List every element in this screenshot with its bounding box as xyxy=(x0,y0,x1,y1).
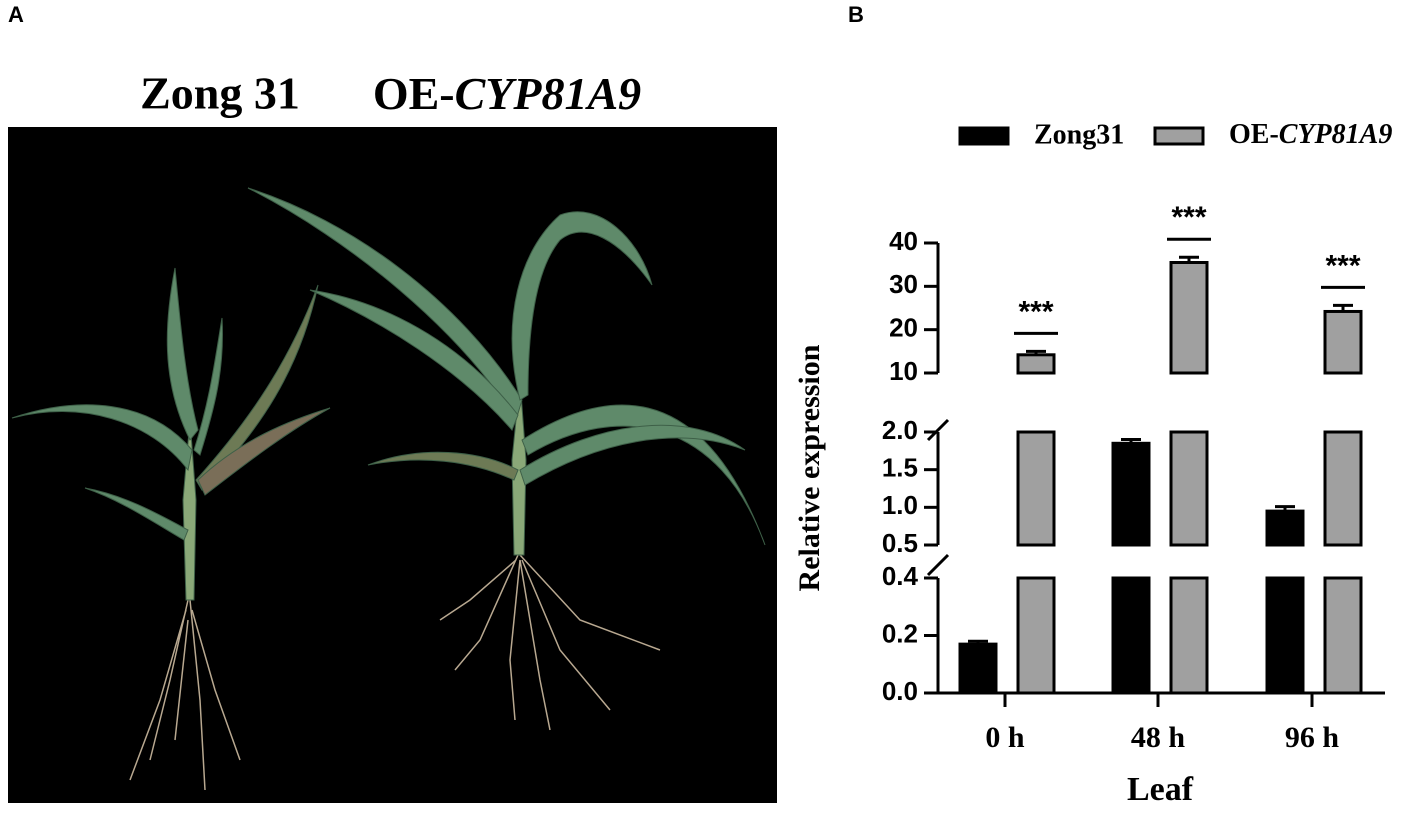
x-tick-label: 0 h xyxy=(985,721,1025,754)
bar xyxy=(1016,576,1056,695)
y-tick-label: 40 xyxy=(889,226,918,256)
bar xyxy=(1016,430,1056,547)
x-axis-title: Leaf xyxy=(1127,771,1194,808)
legend-label: OE-CYP81A9 xyxy=(1229,119,1392,150)
y-tick-label: 10 xyxy=(889,356,918,386)
bar xyxy=(1265,509,1305,547)
axis-break-marks xyxy=(926,418,950,577)
y-tick-label: 1.5 xyxy=(882,453,918,483)
legend-label: Zong31 xyxy=(1034,119,1124,150)
significance-label: *** xyxy=(1325,249,1360,282)
bar xyxy=(1169,430,1209,547)
y-tick-label: 2.0 xyxy=(882,415,918,445)
significance-label: *** xyxy=(1018,295,1053,328)
bar xyxy=(1265,576,1305,695)
x-tick-label: 48 h xyxy=(1131,721,1186,754)
y-tick-label: 1.0 xyxy=(882,490,918,520)
leaves xyxy=(11,187,766,601)
bar xyxy=(1169,576,1209,695)
bar xyxy=(1016,353,1056,375)
photo-background xyxy=(8,127,777,803)
y-tick-label: 0.5 xyxy=(882,528,918,558)
photo-title: OE-CYP81A9 xyxy=(373,68,641,119)
x-tick-label: 96 h xyxy=(1285,721,1340,754)
legend-swatch xyxy=(958,126,1010,146)
y-tick-label: 0.4 xyxy=(882,561,919,591)
y-axis-title: Relative expression xyxy=(793,344,826,591)
bar xyxy=(1323,430,1363,547)
bar xyxy=(1111,576,1151,695)
photo-title: Zong 31 xyxy=(140,68,300,119)
panel-label: B xyxy=(848,2,864,27)
panel-label: A xyxy=(8,2,24,27)
bar xyxy=(1111,441,1151,547)
photo xyxy=(8,127,777,803)
bar xyxy=(1169,261,1209,375)
roots xyxy=(129,554,661,791)
y-tick-label: 0.0 xyxy=(882,676,918,706)
bar xyxy=(958,642,998,695)
y-tick-label: 0.2 xyxy=(882,618,918,648)
bar xyxy=(1323,309,1363,375)
significance-label: *** xyxy=(1171,201,1206,234)
y-tick-label: 30 xyxy=(889,269,918,299)
bar xyxy=(1323,576,1363,695)
legend-swatch xyxy=(1153,126,1205,146)
y-tick-label: 20 xyxy=(889,313,918,343)
